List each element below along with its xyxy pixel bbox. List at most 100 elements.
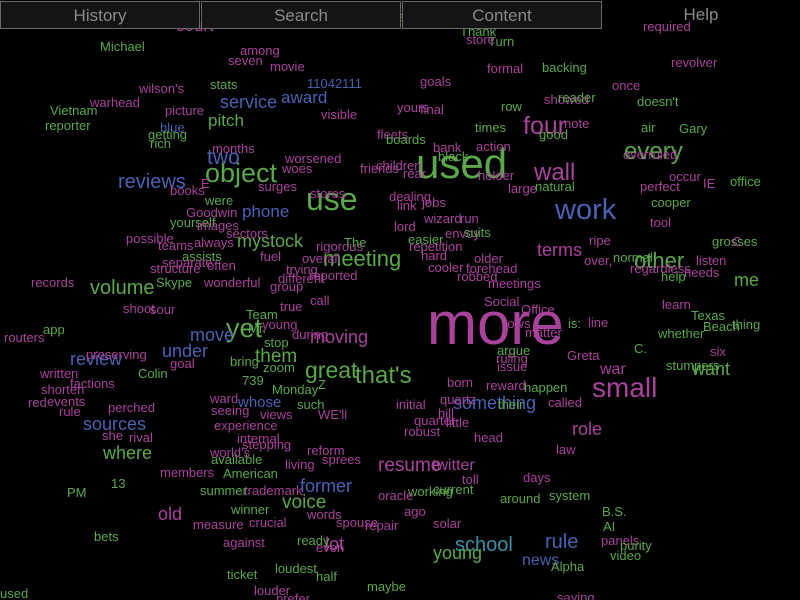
cloud-word-small[interactable]: bets [94, 529, 119, 544]
cloud-word-small[interactable]: spouse [336, 515, 378, 530]
cloud-word-small[interactable]: bring [230, 354, 259, 369]
cloud-word-small[interactable]: often [207, 258, 236, 273]
cloud-word[interactable]: where [103, 443, 153, 463]
cloud-word-small[interactable]: thing [732, 317, 761, 332]
cloud-word-small[interactable]: group [270, 279, 304, 294]
cloud-word[interactable]: something [453, 393, 537, 413]
cloud-word-small[interactable]: repair [365, 518, 399, 533]
cloud-word-small[interactable]: rich [150, 136, 171, 151]
cloud-word-small[interactable]: note [564, 116, 590, 131]
cloud-word-small[interactable]: action [476, 139, 511, 154]
cloud-word-small[interactable]: reported [309, 268, 358, 283]
cloud-word-small[interactable]: needs [684, 265, 720, 280]
cloud-word-small[interactable]: blue [160, 120, 185, 135]
cloud-word-small[interactable]: Turn [488, 34, 515, 49]
cloud-word[interactable]: school [455, 534, 513, 556]
cloud-word-small[interactable]: reward [486, 378, 526, 393]
cloud-word-small[interactable]: rule [59, 404, 81, 419]
cloud-word[interactable]: mystock [237, 231, 304, 251]
cloud-word-small[interactable]: among [240, 43, 280, 58]
cloud-word-small[interactable]: over, [584, 253, 613, 268]
cloud-word-small[interactable]: argue [497, 343, 531, 358]
cloud-word-small[interactable]: such [297, 397, 325, 412]
cloud-word-small[interactable]: wilson's [139, 81, 185, 96]
cloud-word[interactable]: lot [325, 534, 345, 554]
cloud-word-small[interactable]: showed [544, 92, 589, 107]
cloud-word-small[interactable]: robbed [457, 269, 498, 284]
cloud-word[interactable]: war [600, 361, 626, 378]
cloud-word-small[interactable]: views [260, 407, 293, 422]
cloud-word-small[interactable]: possible [126, 231, 174, 246]
cloud-word-small[interactable]: black [438, 149, 469, 164]
cloud-word-small[interactable]: tool [650, 215, 671, 230]
cloud-word-small[interactable]: issue [497, 359, 528, 374]
cloud-word-small[interactable]: world's [210, 445, 251, 460]
cloud-word-small[interactable]: used [0, 586, 29, 600]
cloud-word-small[interactable]: routers [4, 330, 45, 345]
cloud-word-small[interactable]: cooper [651, 195, 691, 210]
cloud-word[interactable]: me [734, 270, 760, 290]
cloud-word-small[interactable]: WE'll [318, 407, 348, 422]
cloud-word-small[interactable]: app [43, 322, 65, 337]
cloud-word-small[interactable]: air [641, 120, 656, 135]
cloud-word-small[interactable]: stepping [242, 437, 292, 452]
cloud-word-small[interactable]: dealing [389, 189, 431, 204]
cloud-word-small[interactable]: C [732, 234, 742, 249]
menu-help[interactable]: Help [602, 1, 800, 29]
cloud-word-small[interactable]: link [397, 198, 417, 213]
cloud-word-small[interactable]: trademark [244, 483, 303, 498]
cloud-word-small[interactable]: 739 [242, 373, 264, 388]
cloud-word-small[interactable]: warhead [90, 95, 140, 110]
cloud-word-small[interactable]: regardless [630, 261, 691, 276]
cloud-word-small[interactable]: trying [286, 262, 318, 277]
cloud-word-small[interactable]: Team [246, 307, 278, 322]
cloud-word-small[interactable]: Mr. [248, 321, 267, 336]
cloud-word-small[interactable]: perched [108, 400, 155, 415]
cloud-word-small[interactable]: assists [182, 249, 222, 264]
cloud-word-small[interactable]: call [310, 293, 330, 308]
cloud-word-small[interactable]: Goodwin [186, 205, 238, 220]
cloud-word[interactable]: them [255, 346, 298, 367]
cloud-word-small[interactable]: times [475, 120, 507, 135]
cloud-word[interactable]: wall [534, 159, 576, 186]
cloud-word[interactable]: old [158, 504, 183, 524]
cloud-word-small[interactable]: Social [484, 294, 520, 309]
cloud-word[interactable]: volume [90, 277, 155, 299]
cloud-word-small[interactable]: red [28, 395, 47, 410]
cloud-word-small[interactable]: around [500, 491, 541, 506]
cloud-word-small[interactable]: images [197, 218, 239, 233]
cloud-word-small[interactable]: ward [210, 391, 239, 406]
menu-content[interactable]: Content [402, 1, 602, 29]
cloud-word-small[interactable]: rows [503, 316, 531, 331]
cloud-word-small[interactable]: ago [404, 504, 426, 519]
cloud-word-small[interactable]: is: [568, 316, 581, 331]
cloud-word-small[interactable]: hard [421, 248, 448, 263]
cloud-word-small[interactable]: formal [487, 61, 524, 76]
cloud-word-small[interactable]: listen [696, 253, 727, 268]
cloud-word[interactable]: resume [378, 455, 442, 476]
cloud-word-small[interactable]: doesn't [637, 94, 679, 109]
cloud-word-small[interactable]: louder [254, 583, 291, 598]
cloud-word-small[interactable]: crucial [249, 515, 287, 530]
cloud-word-small[interactable]: factions [70, 376, 115, 391]
cloud-word-small[interactable]: members [160, 465, 215, 480]
cloud-word[interactable]: service [220, 92, 278, 112]
cloud-word-small[interactable]: Monday [272, 382, 319, 397]
cloud-word-small[interactable]: suits [464, 225, 491, 240]
cloud-word-small[interactable]: stumpers [666, 358, 720, 373]
cloud-word[interactable]: that's [355, 362, 412, 389]
cloud-word-small[interactable]: once [612, 78, 641, 93]
cloud-word-small[interactable]: born [447, 375, 474, 390]
cloud-word-small[interactable]: winner [231, 502, 270, 517]
cloud-word-small[interactable]: 11042111 [307, 76, 362, 91]
cloud-word-small[interactable]: matter [525, 325, 562, 340]
cloud-word-small[interactable]: ticket [227, 567, 258, 582]
cloud-word-small[interactable]: repetition [409, 239, 463, 254]
cloud-word-small[interactable]: their [498, 397, 524, 412]
cloud-word-small[interactable]: true [280, 299, 303, 314]
cloud-word-small[interactable]: required [643, 19, 691, 34]
cloud-word-small[interactable]: against [223, 535, 265, 550]
cloud-word-small[interactable]: young [262, 317, 298, 332]
cloud-word-small[interactable]: books [170, 183, 205, 198]
cloud-word-small[interactable]: shoot [123, 301, 155, 316]
